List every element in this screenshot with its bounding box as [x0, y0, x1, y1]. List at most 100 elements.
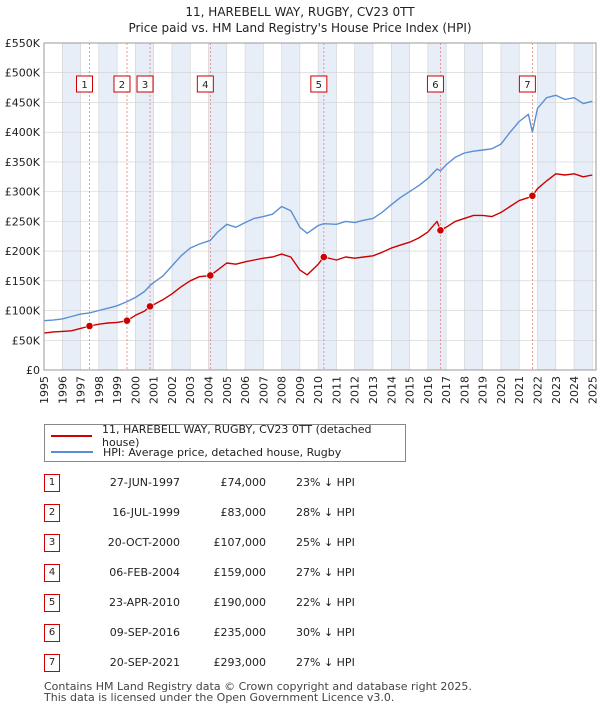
sale-label-box — [136, 75, 154, 93]
sale-date: 09-SEP-2016 — [109, 626, 180, 639]
sale-row: 5 23-APR-2010 £190,000 22% ↓ HPI — [0, 594, 600, 614]
x-tick-label: 2013 — [367, 376, 380, 404]
x-tick-label: 2009 — [294, 376, 307, 404]
x-tick-label: 2025 — [586, 376, 599, 404]
y-tick-label: £250K — [5, 215, 41, 228]
x-tick-label: 2006 — [239, 376, 252, 404]
x-tick-label: 2007 — [257, 376, 270, 404]
sale-hpi-diff: 22% ↓ HPI — [296, 596, 355, 609]
sale-price: £159,000 — [213, 566, 267, 579]
sale-point — [206, 271, 215, 280]
year-band — [98, 43, 118, 370]
x-tick-label: 2022 — [532, 376, 545, 404]
x-tick-label: 2020 — [495, 376, 508, 404]
sale-label-number: 1 — [81, 80, 87, 91]
year-band — [354, 43, 374, 370]
sale-label-number: 5 — [316, 80, 322, 91]
sale-price: £293,000 — [213, 656, 267, 669]
year-band — [464, 43, 483, 370]
x-tick-label: 2005 — [221, 376, 234, 404]
sale-label-number: 7 — [524, 80, 530, 91]
sale-number-badge: 2 — [44, 504, 60, 522]
sale-label-number: 4 — [202, 80, 208, 91]
sale-price: £74,000 — [220, 476, 267, 489]
x-tick-label: 2015 — [404, 376, 417, 404]
sale-label-box — [113, 75, 131, 93]
sale-price: £190,000 — [213, 596, 267, 609]
sale-date: 16-JUL-1999 — [112, 506, 180, 519]
sale-label-number: 3 — [142, 80, 148, 91]
sale-row: 1 27-JUN-1997 £74,000 23% ↓ HPI — [0, 474, 600, 494]
sale-point — [85, 322, 94, 330]
sale-price: £107,000 — [213, 536, 267, 549]
footer: Contains HM Land Registry data © Crown c… — [44, 681, 472, 703]
sale-hpi-diff: 30% ↓ HPI — [296, 626, 355, 639]
sale-hpi-diff: 28% ↓ HPI — [296, 506, 355, 519]
sale-point — [436, 226, 445, 235]
sale-point — [319, 253, 328, 261]
year-band — [171, 43, 191, 370]
x-tick-label: 2019 — [477, 376, 490, 404]
x-tick-label: 2000 — [129, 376, 142, 404]
sale-price: £83,000 — [220, 506, 267, 519]
x-tick-label: 2023 — [550, 376, 563, 404]
sale-number-badge: 1 — [44, 474, 60, 492]
x-tick-label: 2018 — [458, 376, 471, 404]
sale-label-box — [426, 75, 444, 93]
year-band — [537, 43, 556, 370]
sale-row: 7 20-SEP-2021 £293,000 27% ↓ HPI — [0, 654, 600, 674]
x-tick-label: 2014 — [385, 376, 398, 404]
sale-row: 3 20-OCT-2000 £107,000 25% ↓ HPI — [0, 534, 600, 554]
sale-price: £235,000 — [213, 626, 267, 639]
price-chart: 11, HAREBELL WAY, RUGBY, CV23 0TT Price … — [5, 5, 600, 404]
sale-date: 20-SEP-2021 — [109, 656, 180, 669]
year-band — [135, 43, 154, 370]
legend-property-swatch — [51, 435, 92, 437]
y-tick-label: £400K — [5, 126, 41, 139]
sale-number-badge: 6 — [44, 624, 60, 642]
sale-number-badge: 4 — [44, 564, 60, 582]
legend-hpi-swatch — [51, 451, 93, 453]
x-tick-label: 2011 — [330, 376, 343, 404]
year-band — [245, 43, 264, 370]
y-tick-label: £350K — [5, 156, 41, 169]
x-tick-label: 2002 — [166, 376, 179, 404]
x-tick-label: 2001 — [148, 376, 161, 404]
sale-number-badge: 5 — [44, 594, 60, 612]
sale-label-box — [310, 75, 328, 93]
sale-number-badge: 7 — [44, 654, 60, 672]
sale-label-box — [518, 75, 536, 93]
x-tick-label: 2003 — [184, 376, 197, 404]
sale-label-box — [196, 75, 214, 93]
sale-hpi-diff: 25% ↓ HPI — [296, 536, 355, 549]
y-tick-label: £150K — [5, 275, 41, 288]
sale-label-box — [76, 75, 94, 93]
legend-property-label: 11, HAREBELL WAY, RUGBY, CV23 0TT (detac… — [102, 423, 372, 449]
x-tick-label: 1998 — [93, 376, 106, 404]
sale-date: 20-OCT-2000 — [107, 536, 180, 549]
sale-date: 23-APR-2010 — [108, 596, 180, 609]
x-tick-label: 2024 — [568, 376, 581, 404]
x-tick-label: 1996 — [56, 376, 69, 404]
year-band — [427, 43, 447, 370]
sale-date: 06-FEB-2004 — [109, 566, 180, 579]
x-tick-label: 2021 — [513, 376, 526, 404]
year-band — [62, 43, 81, 370]
y-tick-label: £550K — [5, 37, 41, 50]
sale-hpi-diff: 27% ↓ HPI — [296, 566, 355, 579]
x-tick-label: 1997 — [75, 376, 88, 404]
sale-point — [528, 191, 537, 200]
legend: 11, HAREBELL WAY, RUGBY, CV23 0TT (detac… — [44, 423, 406, 462]
x-tick-label: 2012 — [349, 376, 362, 404]
legend-hpi: HPI: Average price, detached house, Rugb… — [51, 444, 341, 460]
sale-point — [146, 302, 154, 311]
sale-label-number: 6 — [432, 80, 438, 91]
x-tick-label: 2016 — [422, 376, 435, 404]
legend-hpi-label: HPI: Average price, detached house, Rugb… — [103, 445, 342, 459]
x-tick-label: 2004 — [203, 376, 216, 404]
sale-hpi-diff: 23% ↓ HPI — [296, 476, 355, 489]
sale-row: 2 16-JUL-1999 £83,000 28% ↓ HPI — [0, 504, 600, 524]
chart-subtitle: Price paid vs. HM Land Registry's House … — [128, 21, 471, 35]
year-band — [574, 43, 593, 370]
footer-licence: This data is licensed under the Open Gov… — [44, 691, 395, 704]
